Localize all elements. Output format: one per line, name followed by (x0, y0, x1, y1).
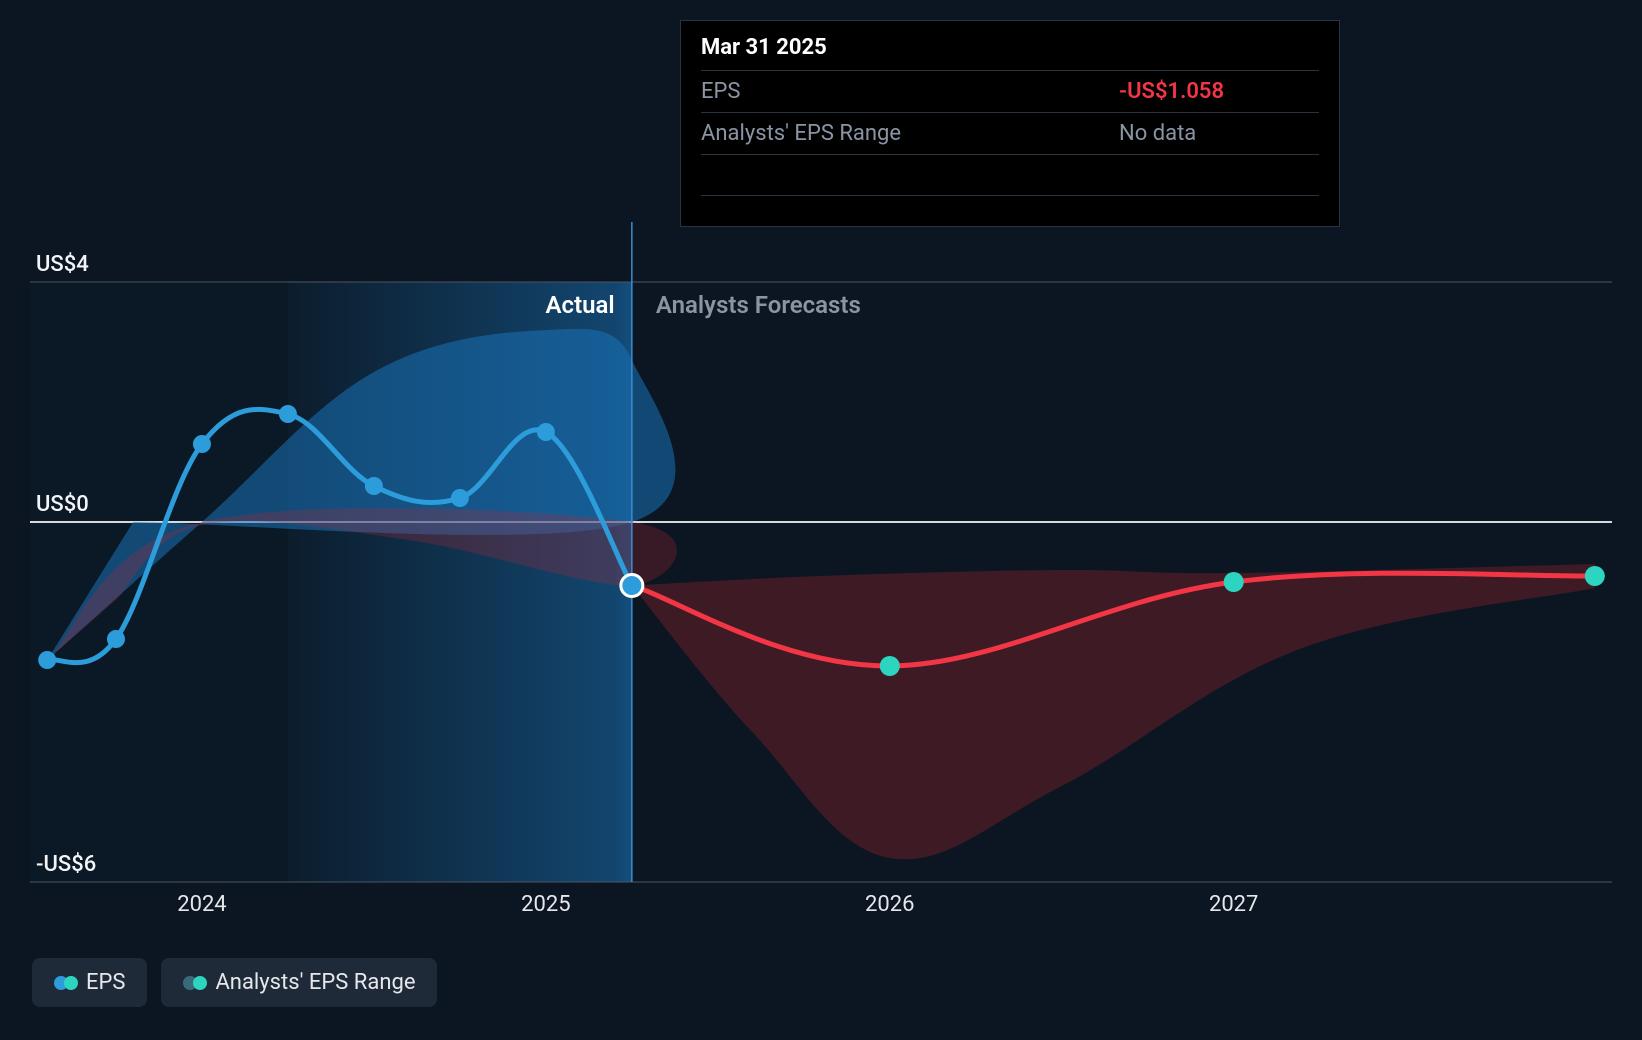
eps-chart[interactable]: Mar 31 2025 EPS -US$1.058 Analysts' EPS … (0, 0, 1642, 1040)
y-axis-label: US$4 (36, 252, 89, 277)
tooltip-row-range: Analysts' EPS Range No data (701, 113, 1319, 155)
legend-dot (193, 976, 207, 990)
legend-label: Analysts' EPS Range (215, 970, 415, 995)
tooltip-row-value: -US$1.058 (1119, 79, 1319, 104)
x-axis-label: 2025 (521, 892, 570, 917)
x-axis-label: 2027 (1209, 892, 1258, 917)
y-axis-label: -US$6 (36, 852, 96, 877)
tooltip-row-value: No data (1119, 121, 1319, 146)
tooltip-title: Mar 31 2025 (701, 35, 1319, 71)
section-label-forecast: Analysts Forecasts (656, 291, 861, 319)
chart-legend: EPS Analysts' EPS Range (32, 958, 437, 1007)
tooltip-row-label: EPS (701, 79, 1119, 104)
legend-dots (54, 976, 74, 990)
tooltip-row-eps: EPS -US$1.058 (701, 71, 1319, 113)
tooltip-divider (701, 195, 1319, 196)
legend-dot (64, 976, 78, 990)
chart-tooltip: Mar 31 2025 EPS -US$1.058 Analysts' EPS … (680, 20, 1340, 227)
x-axis-label: 2026 (865, 892, 914, 917)
section-label-actual: Actual (546, 291, 615, 319)
x-axis-label: 2024 (177, 892, 226, 917)
legend-item-eps[interactable]: EPS (32, 958, 147, 1007)
tooltip-row-label: Analysts' EPS Range (701, 121, 1119, 146)
y-axis-label: US$0 (36, 492, 89, 517)
legend-item-range[interactable]: Analysts' EPS Range (161, 958, 437, 1007)
legend-label: EPS (86, 970, 125, 995)
legend-dots (183, 976, 203, 990)
